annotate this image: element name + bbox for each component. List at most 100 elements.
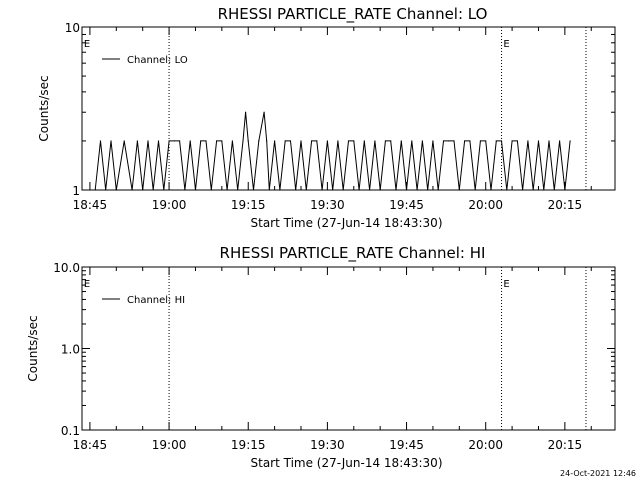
data-point [305,189,307,191]
data-point [347,140,350,142]
data-point [310,140,313,142]
data-point [244,111,247,113]
data-point [105,189,107,191]
x-tick-label: 19:45 [389,438,424,452]
data-point [94,189,96,191]
data-point [274,140,276,142]
data-point [247,140,249,142]
data-point [532,189,534,191]
lo-channel-panel: RHESSI PARTICLE_RATE Channel: LO 18:45 19:… [37,5,616,230]
legend-label: Channel: HI [127,295,185,306]
data-point [448,140,450,142]
data-point [152,189,154,191]
data-point [374,140,376,142]
x-tick-label: 19:15 [231,198,266,212]
y-axis-label: Counts/sec [37,75,51,141]
data-point [252,189,255,191]
data-point [363,140,365,142]
plot-frame [81,26,616,191]
data-point [332,189,334,191]
data-point [279,189,281,191]
data-point [295,189,297,191]
data-point [353,140,355,142]
legend-label: Channel: LO [127,55,188,66]
data-point [337,140,339,142]
data-point [200,140,202,142]
x-tick-label: 19:00 [152,198,187,212]
x-tick-label: 18:45 [73,438,108,452]
x-tick-label: 20:15 [548,438,583,452]
data-point [490,189,492,191]
data-point [326,140,328,142]
y-tick-label: 10 [65,21,80,35]
y-tick-label: 1 [72,184,80,198]
plot-frame [81,266,616,431]
event-marker-label: E [503,279,509,290]
event-marker-label: E [84,279,90,290]
x-tick-label: 19:30 [310,198,345,212]
data-point [437,189,439,191]
data-point [115,189,117,191]
data-point [136,140,139,142]
data-point [522,189,524,191]
data-point [543,189,545,191]
data-point [474,189,476,191]
x-tick-label: 19:30 [310,438,345,452]
data-point [300,140,302,142]
x-tick-label: 19:00 [152,438,187,452]
data-point [284,140,286,142]
data-point [215,140,218,142]
data-point [179,140,181,142]
data-point [123,140,125,142]
y-tick-label: 10.0 [53,261,80,275]
data-point [268,189,270,191]
data-point [506,189,508,191]
data-point [553,189,555,191]
data-point [411,140,413,142]
data-point [99,140,102,142]
data-point [210,189,212,191]
data-point [226,189,228,191]
data-point [289,140,292,142]
data-point [379,189,381,191]
event-marker-label: E [503,39,509,50]
data-point [321,189,323,191]
data-point [358,189,360,191]
chart-title: RHESSI PARTICLE_RATE Channel: LO [218,5,488,24]
data-point [147,140,149,142]
x-tick-label: 20:15 [548,198,583,212]
data-point [442,140,445,142]
data-point [516,140,518,142]
data-point [263,111,265,113]
y-axis-label: Counts/sec [26,315,40,381]
data-point [390,140,392,142]
data-point [564,189,566,191]
data-point [242,140,244,142]
data-point [569,140,571,142]
data-point [537,140,540,142]
hi-channel-panel: RHESSI PARTICLE_RATE Channel: HI 18:45 19:… [26,244,616,470]
data-point [316,140,318,142]
x-tick-label: 20:00 [468,438,503,452]
data-point [194,189,197,191]
data-point [500,140,503,142]
data-point [548,140,550,142]
data-point [205,140,207,142]
data-point [400,140,402,142]
data-point [237,189,239,191]
x-tick-label: 19:45 [389,198,424,212]
data-point [479,140,482,142]
data-point [463,140,466,142]
data-point [485,140,487,142]
y-tick-label: 0.1 [61,424,80,438]
x-tick-label: 19:15 [231,438,266,452]
data-point [221,140,223,142]
data-point [384,140,387,142]
data-point [131,189,133,191]
data-point [184,189,186,191]
data-point [458,189,460,191]
x-axis-label: Start Time (27-Jun-14 18:43:30) [251,216,443,230]
y-tick-label: 1.0 [61,343,80,357]
data-point [258,140,260,142]
